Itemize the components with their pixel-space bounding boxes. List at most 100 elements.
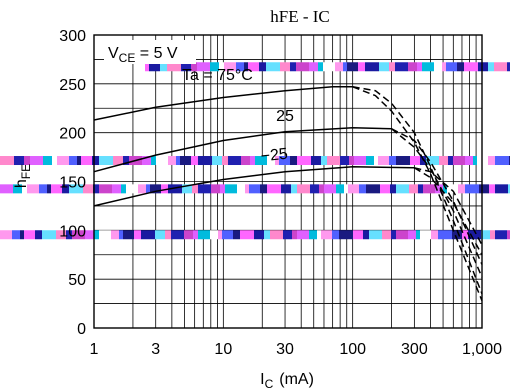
overlay-band-segment (442, 62, 446, 72)
overlay-band-segment (452, 230, 462, 240)
overlay-band-segment (279, 156, 290, 166)
grid (94, 35, 482, 328)
overlay-band-segment (462, 230, 468, 240)
condition-sub: CE (119, 51, 136, 65)
overlay-band-segment (197, 62, 210, 72)
overlay-band-segment (508, 184, 510, 194)
overlay-band-segment (396, 230, 408, 240)
overlay-band-segment (358, 62, 365, 72)
overlay-band-segment (155, 230, 165, 240)
y-tick-label: 300 (59, 28, 86, 45)
overlay-band-segment (481, 230, 490, 240)
overlay-band-segment (121, 184, 126, 194)
overlay-band-segment (254, 230, 264, 240)
overlay-band-segment (24, 230, 35, 240)
overlay-band-segment (51, 184, 62, 194)
overlay-band-segment (99, 184, 112, 194)
ylabel-main: h (13, 179, 30, 188)
overlay-band-segment (193, 230, 198, 240)
overlay-band-segment (327, 156, 340, 166)
overlay-band-segment (249, 184, 260, 194)
overlay-band-segment (336, 184, 344, 194)
overlay-band-segment (30, 156, 43, 166)
x-tick-label: 30 (276, 341, 294, 358)
overlay-band-segment (180, 156, 191, 166)
overlay-band-segment (349, 156, 354, 166)
overlay-band-segment (0, 184, 13, 194)
overlay-band-segment (161, 184, 168, 194)
overlay-band-segment (167, 62, 181, 72)
overlay-band-segment (378, 156, 389, 166)
overlay-band-segment (134, 230, 141, 240)
series-label: Ta = 75°C (182, 67, 253, 84)
overlay-band-segment (422, 62, 434, 72)
overlay-band-segment (211, 184, 220, 194)
overlay-band-segment (81, 156, 92, 166)
xlabel-unit: (mA) (279, 371, 314, 388)
overlay-band-segment (219, 62, 224, 72)
series-labels: Ta = 75°C 25 −25 (182, 67, 294, 165)
overlay-band-segment (168, 184, 182, 194)
plot-frame (93, 34, 483, 329)
overlay-band-segment (507, 230, 510, 240)
overlay-band-segment (465, 184, 479, 194)
overlay-band-segment (363, 230, 369, 240)
overlay-band-segment (443, 184, 447, 194)
y-tick-label: 150 (59, 175, 86, 192)
overlay-band-segment (382, 230, 391, 240)
overlay-band-segment (391, 230, 396, 240)
overlay-band-segment (210, 62, 219, 72)
overlay-band-segment (145, 62, 149, 72)
overlay-band-segment (113, 156, 123, 166)
overlay-band-segment (374, 156, 378, 166)
overlay-band-segment (431, 230, 438, 240)
overlay-band-segment (494, 62, 507, 72)
overlay-band-segment (354, 156, 366, 166)
overlay-band-segment (479, 184, 489, 194)
overlay-band-segment (250, 156, 255, 166)
series-line-dashed (414, 167, 483, 246)
overlay-band-segment (435, 184, 443, 194)
overlay-band-segment (495, 156, 509, 166)
overlay-band-segment (457, 62, 464, 72)
overlay-band-segment (123, 230, 134, 240)
overlay-band-segment (297, 230, 309, 240)
overlay-band-segment (359, 184, 366, 194)
overlay-band-segment (14, 156, 24, 166)
x-tick-label: 100 (339, 341, 366, 358)
overlay-band-segment (408, 62, 417, 72)
overlay-band-segment (198, 230, 210, 240)
overlay-band-segment (138, 184, 146, 194)
condition-rest: = 5 V (135, 45, 178, 62)
overlay-band-segment (311, 156, 321, 166)
overlay-band-segment (77, 156, 81, 166)
chart-title: hFE - IC (270, 7, 330, 26)
y-tick-label: 50 (68, 272, 86, 289)
overlay-band-segment (85, 230, 94, 240)
x-tick-label: 1,000 (462, 341, 502, 358)
overlay-band-segment (423, 184, 435, 194)
overlay-band-segment (57, 156, 69, 166)
overlay-band-segment (99, 230, 111, 240)
series-line (93, 86, 353, 121)
overlay-band-segment (420, 230, 431, 240)
overlay-band-segment (248, 62, 259, 72)
overlay-band-segment (112, 184, 121, 194)
y-tick-label: 100 (59, 223, 86, 240)
xlabel-sub: C (265, 377, 274, 391)
overlay-band-segment (123, 156, 129, 166)
overlay-band-segment (495, 184, 508, 194)
condition-main: V (108, 45, 119, 62)
overlay-band-segment (323, 62, 335, 72)
overlay-band-segment (220, 184, 225, 194)
overlay-band-segment (317, 230, 321, 240)
overlay-band-segment (347, 62, 358, 72)
overlay-band-segment (389, 62, 395, 72)
overlay-band-segment (119, 230, 123, 240)
overlay-band-segment (24, 156, 30, 166)
overlay-band-segment (222, 230, 233, 240)
overlay-band-segment (468, 230, 481, 240)
overlay-band-segment (453, 156, 465, 166)
overlay-band-segment (267, 156, 275, 166)
overlay-band-segment (237, 184, 245, 194)
